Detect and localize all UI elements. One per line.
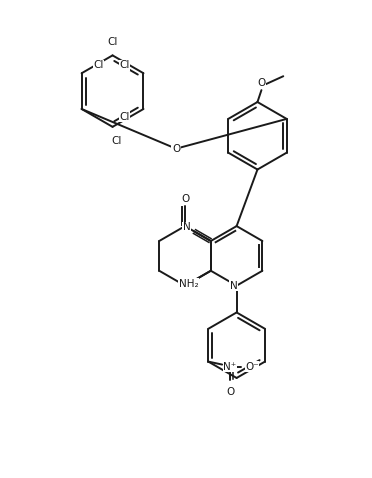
Text: O: O (181, 194, 189, 204)
Text: O⁻: O⁻ (245, 361, 259, 371)
Text: N⁺: N⁺ (224, 361, 237, 371)
Text: Cl: Cl (119, 60, 130, 70)
Text: O: O (226, 387, 234, 397)
Text: N: N (183, 222, 190, 232)
Text: N: N (230, 281, 237, 291)
Text: O: O (172, 144, 180, 154)
Text: NH₂: NH₂ (179, 279, 198, 289)
Text: Cl: Cl (93, 60, 104, 70)
Text: Cl: Cl (108, 37, 118, 47)
Text: Cl: Cl (111, 136, 122, 146)
Text: Cl: Cl (119, 112, 130, 122)
Text: O: O (257, 78, 266, 88)
